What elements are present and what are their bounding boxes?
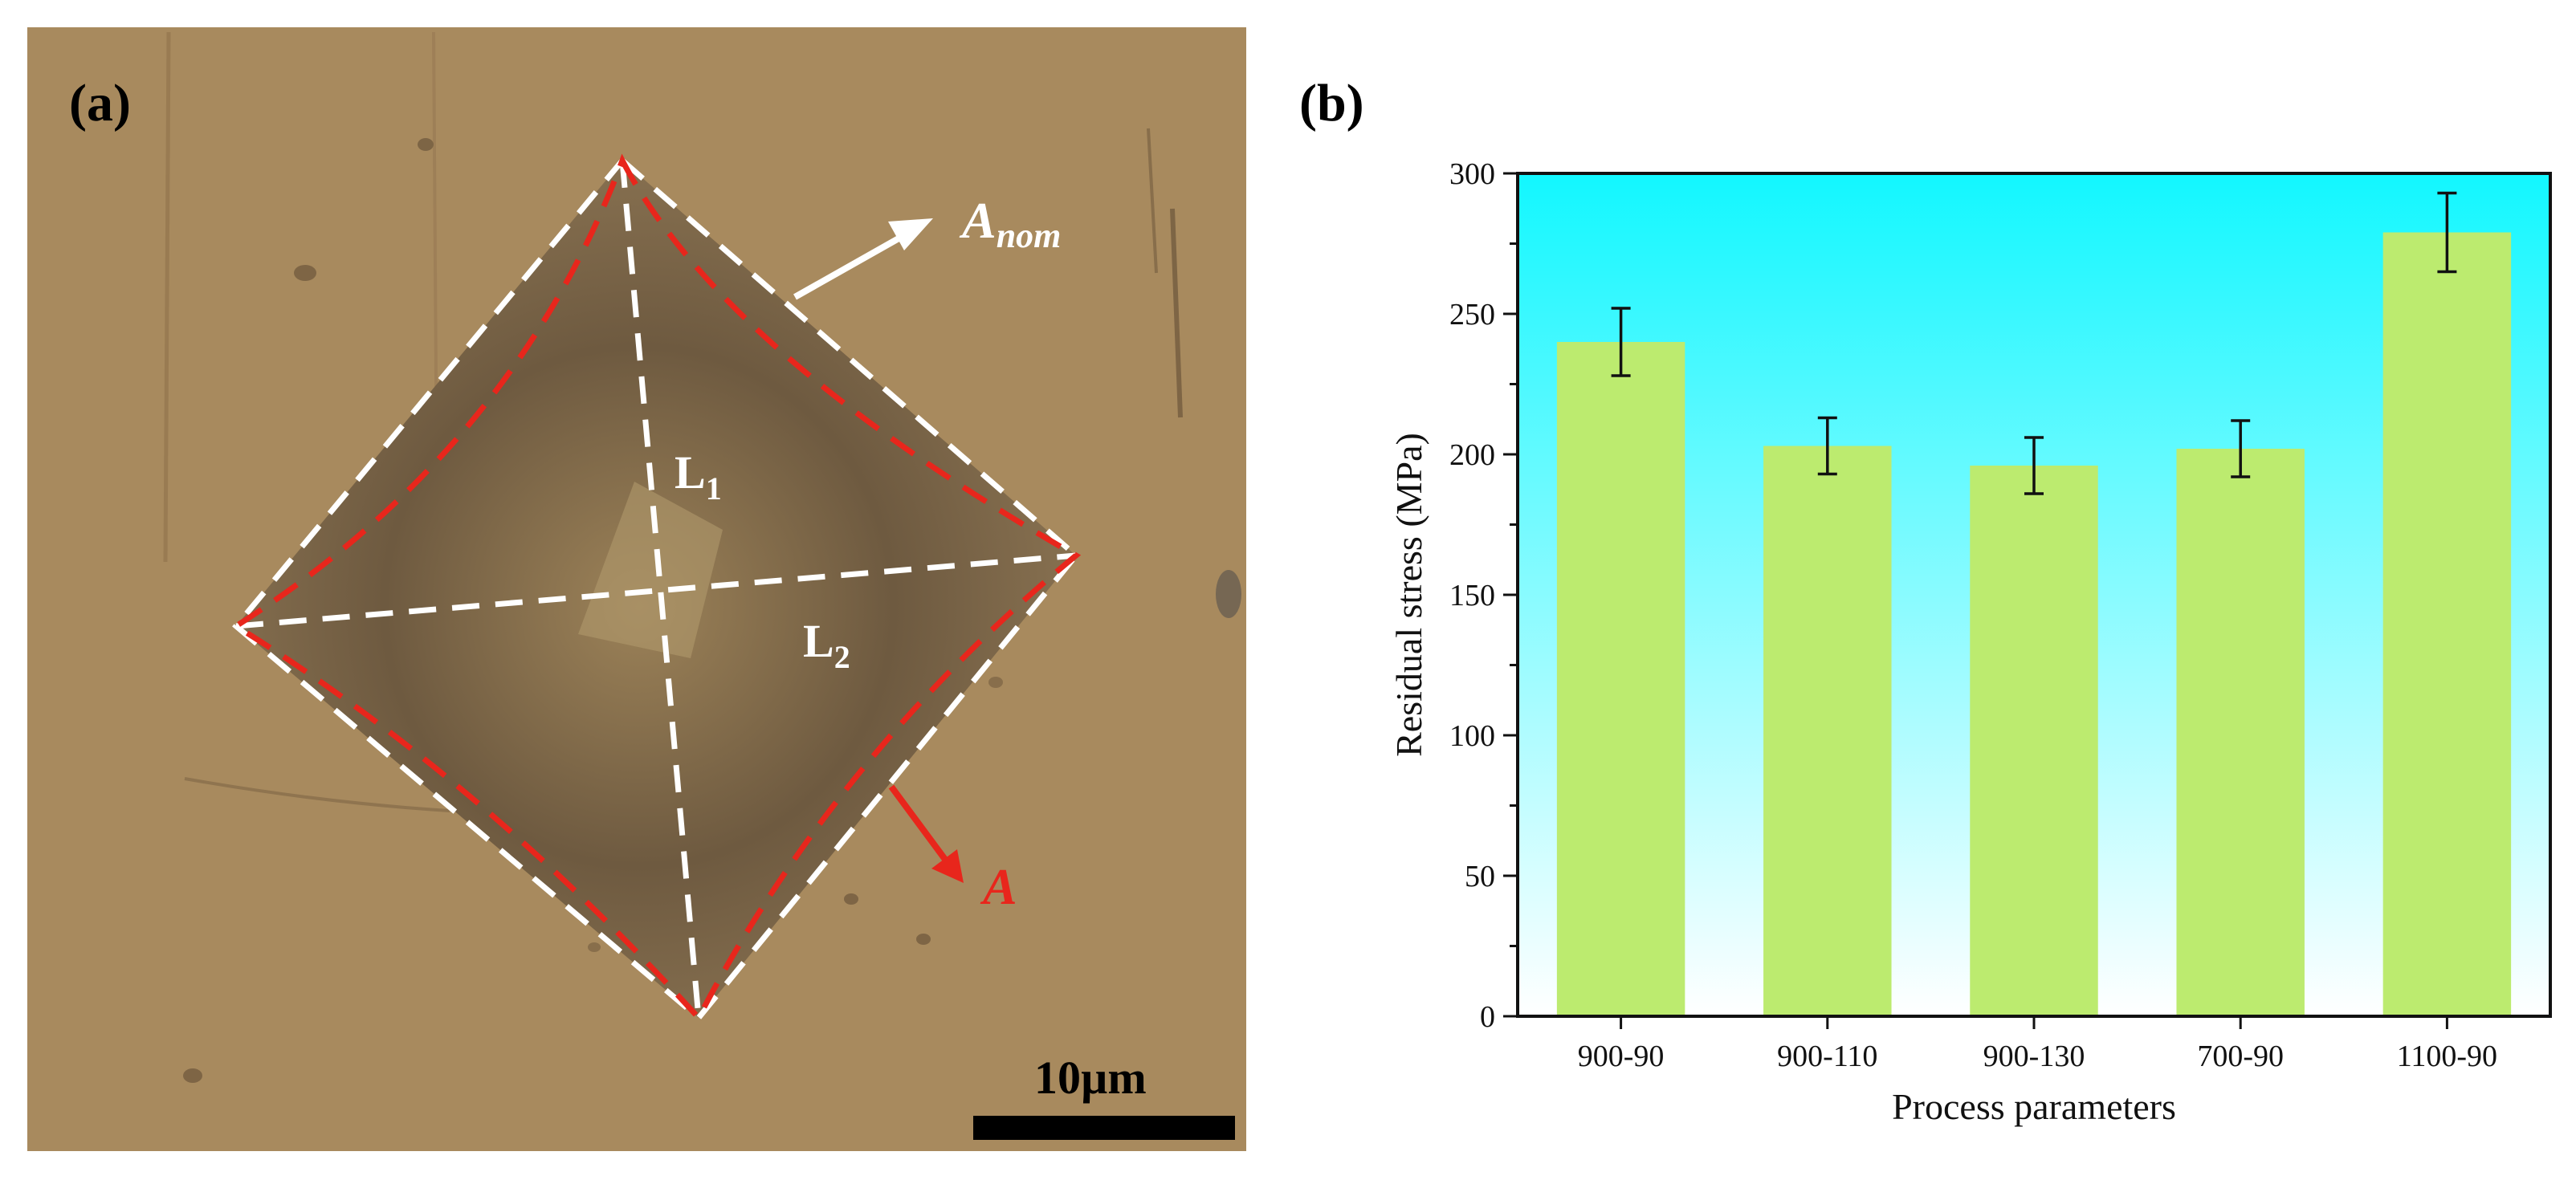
x-tick-label-900-90: 900-90: [1578, 1040, 1665, 1073]
residual-stress-chart: 900-90 900-110 900-130 700-90 1100-90 0 50 100 1…: [1388, 157, 2552, 1127]
bar-900-90: [1556, 342, 1685, 1016]
actual-area-label: A: [980, 858, 1017, 915]
x-tick-label-700-90: 700-90: [2197, 1040, 2284, 1073]
diagonal-l2-line: [235, 552, 1077, 629]
y-tick-label-200: 200: [1449, 438, 1495, 472]
error-bar-900-90: [1611, 307, 1631, 377]
bar-900-110: [1763, 446, 1892, 1016]
plot-frame: [1516, 172, 2552, 1018]
y-tick-label-300: 300: [1449, 157, 1495, 191]
nominal-area-arrow: [793, 218, 933, 300]
error-bar-900-110: [1817, 416, 1837, 476]
bar-700-90: [2176, 449, 2305, 1016]
y-tick-label-50: 50: [1465, 860, 1495, 893]
panel-b: (b) 900-90 900-110 900-130 700-90 1100-90 0 50…: [1299, 74, 2552, 1127]
diagonal-l1-line: [619, 160, 702, 1019]
x-tick-label-1100-90: 1100-90: [2397, 1040, 2497, 1073]
scale-bar-label: 10µm: [1034, 1052, 1147, 1104]
error-bar-700-90: [2231, 419, 2251, 478]
x-axis-title: Process parameters: [1892, 1086, 2176, 1127]
panel-a-label: (a): [69, 74, 131, 132]
scale-bar: [973, 1116, 1235, 1140]
y-tick-label-250: 250: [1449, 298, 1495, 332]
x-tick-label-900-110: 900-110: [1777, 1040, 1877, 1073]
x-tick-label-900-130: 900-130: [1983, 1040, 2085, 1073]
diagonal-l2-label: L2: [803, 615, 850, 675]
bar-1100-90: [2382, 232, 2512, 1016]
y-tick-label-150: 150: [1449, 579, 1495, 612]
diagonal-l1-label: L1: [675, 446, 722, 507]
error-bar-1100-90: [2437, 191, 2457, 274]
y-axis-title: Residual stress (MPa): [1388, 433, 1429, 757]
nominal-area-outline: [232, 157, 1080, 1022]
panel-b-label: (b): [1299, 74, 1364, 132]
nominal-area-label: Anom: [959, 192, 1061, 255]
actual-area-arrow: [888, 784, 964, 883]
y-tick-label-0: 0: [1480, 1000, 1495, 1034]
actual-area-outline: [230, 153, 1082, 1023]
error-bar-900-130: [2024, 436, 2044, 495]
panel-a: (a) L1 L2 Anom A 10µm: [27, 27, 1246, 1151]
bar-900-130: [1970, 466, 2098, 1016]
y-tick-label-100: 100: [1449, 719, 1495, 753]
indent-center-highlight: [578, 482, 723, 658]
